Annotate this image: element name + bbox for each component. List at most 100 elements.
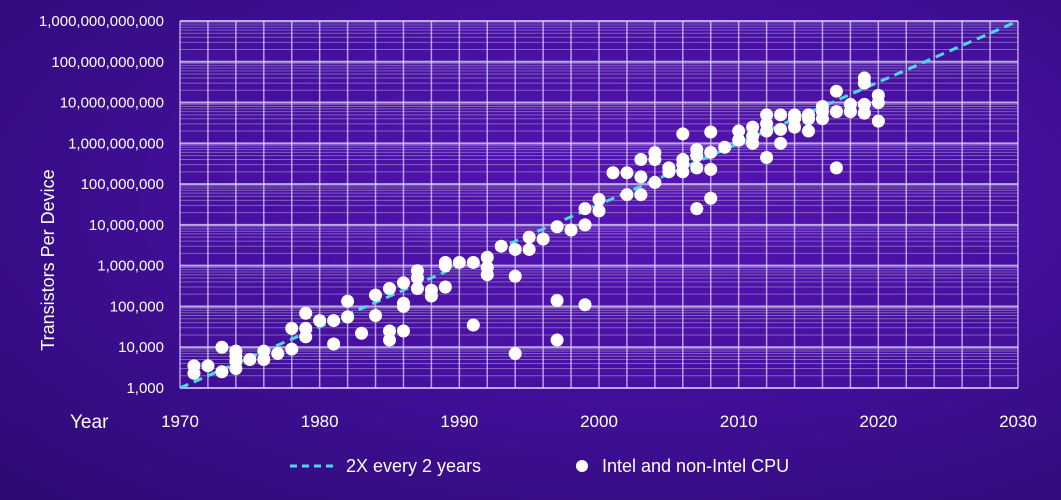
data-point [438, 280, 452, 294]
data-point [676, 153, 690, 167]
data-point [187, 359, 201, 373]
data-point [327, 337, 341, 351]
data-point [843, 97, 857, 111]
data-point [522, 230, 536, 244]
data-point [857, 71, 871, 85]
x-axis-ticks: 1970 1980 1990 2000 2010 2020 2030 [161, 412, 1037, 431]
data-point [718, 140, 732, 154]
data-point [508, 242, 522, 256]
data-point [829, 84, 843, 98]
data-point [480, 250, 494, 264]
x-axis-label: Year [70, 412, 109, 433]
legend-cpu-label: Intel and non-Intel CPU [602, 456, 789, 476]
data-point [871, 88, 885, 102]
data-point [271, 347, 285, 361]
x-tick-label: 2020 [859, 412, 897, 431]
x-tick-label: 2030 [999, 412, 1037, 431]
data-point [648, 175, 662, 189]
data-point [257, 344, 271, 358]
y-tick-label: 1,000,000,000 [68, 135, 164, 152]
legend: 2X every 2 years Intel and non-Intel CPU [290, 456, 789, 476]
data-point [690, 161, 704, 175]
data-point [760, 117, 774, 131]
data-point [215, 365, 229, 379]
y-tick-label: 10,000,000 [89, 217, 164, 234]
data-point [634, 170, 648, 184]
legend-cpu-swatch [576, 460, 588, 472]
data-point [578, 218, 592, 232]
data-point [620, 188, 634, 202]
data-point [424, 283, 438, 297]
data-point [690, 143, 704, 157]
data-point [704, 125, 718, 139]
data-point [452, 255, 466, 269]
data-point [550, 293, 564, 307]
data-point [466, 255, 480, 269]
data-point [383, 333, 396, 347]
data-point [383, 282, 396, 296]
y-tick-label: 10,000,000,000 [60, 95, 164, 112]
data-point [732, 124, 746, 138]
data-point [396, 276, 410, 290]
data-point [508, 347, 522, 361]
data-point [410, 282, 424, 296]
data-point [243, 352, 257, 366]
data-point [410, 264, 424, 278]
data-point [592, 204, 606, 218]
data-point [690, 202, 704, 216]
data-point [564, 223, 578, 237]
y-tick-label: 100,000,000,000 [51, 54, 164, 71]
data-point [396, 324, 410, 338]
data-point [327, 314, 341, 328]
y-tick-label: 1,000 [126, 380, 164, 397]
data-point [355, 326, 369, 340]
legend-trend-label: 2X every 2 years [346, 456, 481, 476]
data-point [774, 108, 788, 122]
data-point [466, 318, 480, 332]
data-point [369, 288, 383, 302]
data-point [592, 192, 606, 206]
data-points [187, 71, 885, 380]
data-point [648, 146, 662, 160]
data-point [760, 108, 774, 122]
data-point [438, 255, 452, 269]
x-tick-label: 1970 [161, 412, 199, 431]
data-point [550, 333, 564, 347]
data-point [536, 232, 550, 246]
data-point [634, 153, 648, 167]
data-point [704, 191, 718, 205]
y-axis-label: Transistors Per Device [38, 169, 58, 350]
data-point [760, 150, 774, 164]
data-point [299, 321, 313, 335]
data-point [634, 188, 648, 202]
data-point [662, 161, 676, 175]
y-tick-label: 100,000 [110, 298, 164, 315]
data-point [788, 108, 802, 122]
data-point [299, 306, 313, 320]
data-point [704, 145, 718, 159]
data-point [229, 344, 243, 358]
x-tick-label: 2000 [580, 412, 618, 431]
data-point [578, 202, 592, 216]
data-point [341, 310, 355, 324]
data-point [494, 239, 508, 253]
data-point [857, 97, 871, 111]
data-point [802, 124, 815, 138]
data-point [285, 342, 299, 356]
data-point [285, 321, 299, 335]
data-point [746, 129, 760, 143]
data-point [606, 166, 620, 180]
data-point [508, 269, 522, 283]
data-point [550, 220, 564, 234]
data-point [215, 340, 229, 354]
data-point [774, 136, 788, 150]
data-point [341, 294, 355, 308]
data-point [369, 308, 383, 322]
data-point [676, 127, 690, 141]
data-point [829, 161, 843, 175]
x-tick-label: 1980 [301, 412, 339, 431]
data-point [815, 100, 829, 114]
data-point [383, 324, 396, 338]
